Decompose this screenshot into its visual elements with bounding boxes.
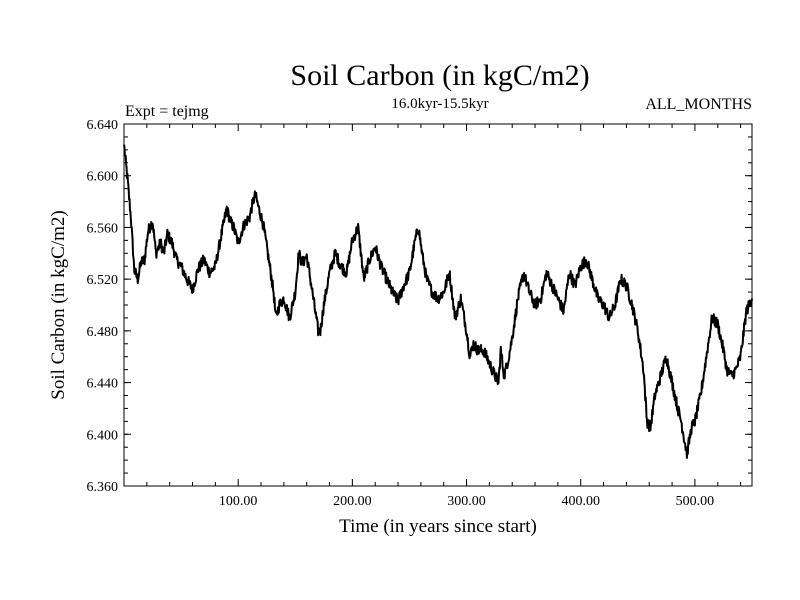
y-tick-label: 6.440 xyxy=(87,377,119,392)
y-axis-label: Soil Carbon (in kgC/m2) xyxy=(48,210,69,399)
x-tick-label: 400.00 xyxy=(561,494,600,509)
soil-carbon-line xyxy=(123,144,753,459)
x-tick-label: 500.00 xyxy=(676,494,715,509)
x-tick-label: 200.00 xyxy=(333,494,372,509)
y-tick-label: 6.480 xyxy=(87,325,119,340)
y-tick-label: 6.520 xyxy=(87,273,119,288)
months-label: ALL_MONTHS xyxy=(645,96,752,113)
y-tick-label: 6.400 xyxy=(87,428,119,443)
x-tick-label: 300.00 xyxy=(447,494,486,509)
tick-labels: 6.360 6.400 6.440 6.480 6.520 6.560 6.600 6.640… xyxy=(87,118,715,509)
chart-subtitle: 16.0kyr-15.5kyr xyxy=(391,96,488,112)
y-tick-label: 6.360 xyxy=(87,480,119,495)
y-tick-label: 6.640 xyxy=(87,118,119,133)
axis-ticks xyxy=(124,123,752,487)
experiment-label: Expt = tejmg xyxy=(125,103,209,120)
x-tick-label: 100.00 xyxy=(219,494,258,509)
y-tick-label: 6.560 xyxy=(87,221,119,236)
y-tick-label: 6.600 xyxy=(87,170,119,185)
x-axis-label: Time (in years since start) xyxy=(339,516,537,537)
chart-title: Soil Carbon (in kgC/m2) xyxy=(290,59,589,92)
plot-frame xyxy=(123,123,753,487)
